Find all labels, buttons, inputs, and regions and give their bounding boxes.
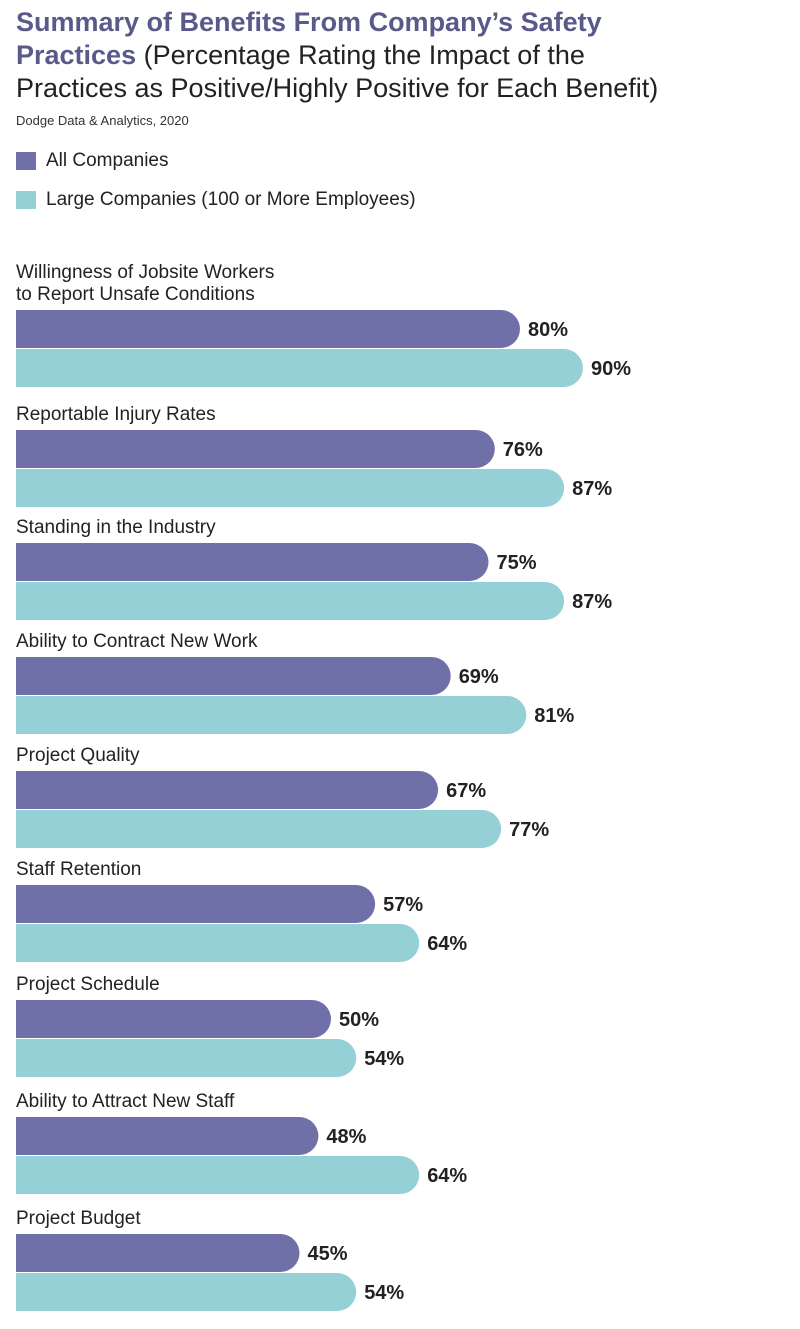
data-label: 69% [459,666,499,688]
bar-large-companies [16,1156,420,1194]
data-label: 67% [446,780,486,802]
title-line-1: Summary of Benefits From Company’s Safet… [16,7,602,37]
data-label: 77% [509,819,549,841]
title-line-2: Practices (Percentage Rating the Impact … [16,39,786,72]
data-label: 90% [591,358,631,380]
data-label: 45% [308,1243,348,1265]
data-label: 87% [572,591,612,613]
bar-all-companies [16,885,376,923]
legend-swatch-large [16,191,36,209]
data-label: 76% [503,439,543,461]
category-label: Project Schedule [16,974,160,995]
legend-item-all: All Companies [16,150,169,172]
data-label: 54% [364,1048,404,1070]
title-line-2-rest: (Percentage Rating the Impact of the [136,40,585,70]
category-label: Reportable Injury Rates [16,404,216,425]
bar-large-companies [16,924,420,962]
bar-all-companies [16,771,439,809]
bar-large-companies [16,810,502,848]
source-note: Dodge Data & Analytics, 2020 [16,113,189,128]
bar-large-companies [16,1273,357,1311]
data-label: 48% [326,1126,366,1148]
chart-title: Summary of Benefits From Company’s Safet… [16,6,786,105]
category-label: Ability to Attract New Staff [16,1091,235,1112]
data-label: 50% [339,1009,379,1031]
data-label: 54% [364,1282,404,1304]
data-label: 75% [497,552,537,574]
category-label: Willingness of Jobsite Workers [16,262,274,283]
bar-all-companies [16,657,451,695]
category-label: Standing in the Industry [16,517,216,538]
legend-item-large: Large Companies (100 or More Employees) [16,189,416,211]
bar-large-companies [16,582,565,620]
category-label: Project Budget [16,1208,141,1229]
data-label: 64% [427,1165,467,1187]
title-line-2-bold: Practices [16,40,137,70]
legend-swatch-all [16,152,36,170]
data-label: 87% [572,478,612,500]
legend-label-all: All Companies [46,150,169,171]
data-label: 57% [383,894,423,916]
bar-all-companies [16,310,520,348]
bar-all-companies [16,430,495,468]
bar-large-companies [16,1039,357,1077]
data-label: 81% [534,705,574,727]
bar-all-companies [16,1117,319,1155]
bar-all-companies [16,1234,300,1272]
bar-large-companies [16,349,583,387]
bar-all-companies [16,1000,331,1038]
bar-large-companies [16,469,565,507]
category-label: Ability to Contract New Work [16,631,258,652]
bar-all-companies [16,543,489,581]
title-line-3: Practices as Positive/Highly Positive fo… [16,73,659,103]
category-label: Project Quality [16,745,140,766]
data-label: 64% [427,933,467,955]
category-label: to Report Unsafe Conditions [16,284,255,305]
category-label: Staff Retention [16,859,141,880]
data-label: 80% [528,319,568,341]
legend-label-large: Large Companies (100 or More Employees) [46,189,416,210]
bar-large-companies [16,696,527,734]
